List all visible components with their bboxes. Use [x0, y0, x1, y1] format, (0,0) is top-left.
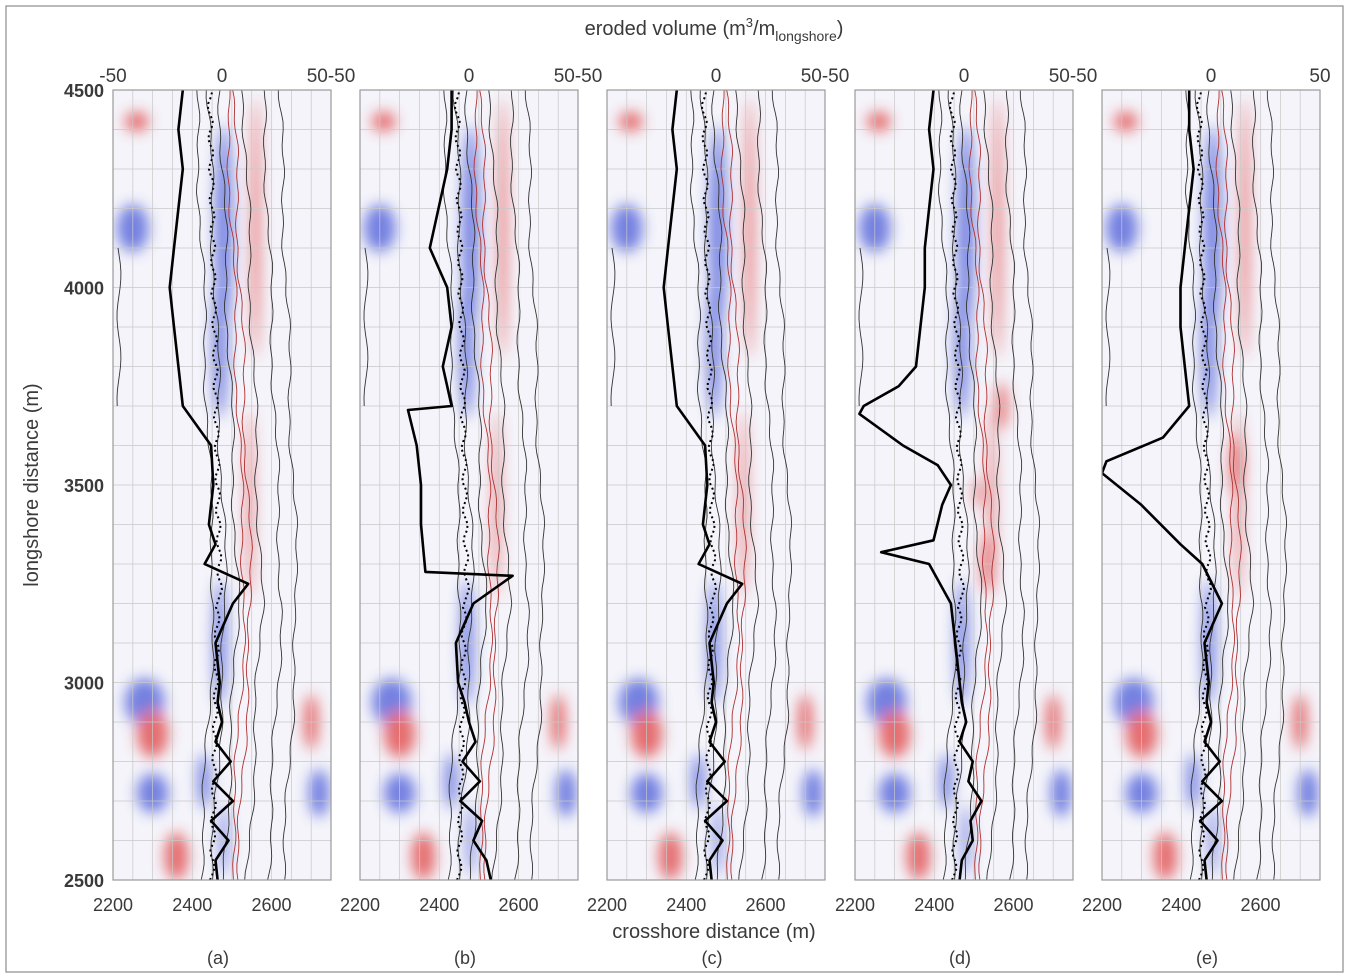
eroded-volume-profile [1102, 90, 1224, 880]
top-tick-label: 0 [711, 66, 722, 87]
eroded-volume-profile [406, 90, 514, 880]
top-axis-label: eroded volume (m3/mlongshore) [585, 15, 844, 44]
top-tick-label: 0 [464, 66, 475, 87]
grid [113, 90, 331, 880]
x-tick-label: 2600 [746, 895, 786, 915]
y-tick-label: 4500 [64, 81, 104, 101]
x-tick-label: 2400 [419, 895, 459, 915]
top-tick-label: 50-50 [307, 66, 356, 87]
top-tick-label: 0 [959, 66, 970, 87]
panel-frame [1101, 89, 1321, 881]
panel-e: 2200 2400 2600 (e) [1082, 89, 1321, 968]
panel-label: (c) [702, 948, 723, 968]
x-tick-label: 2400 [914, 895, 954, 915]
panel-label: (e) [1196, 948, 1218, 968]
grid [855, 90, 1073, 880]
x-tick-label: 2200 [93, 895, 133, 915]
x-tick-label: 2400 [1161, 895, 1201, 915]
eroded-volume-profile [662, 90, 744, 880]
top-tick-label: -50 [99, 66, 126, 87]
top-tick-label: 50 [1309, 66, 1330, 87]
x-tick-label: 2400 [172, 895, 212, 915]
panel-label: (a) [207, 948, 229, 968]
contours [610, 90, 793, 880]
x-tick-label: 2400 [666, 895, 706, 915]
y-tick-label: 2500 [64, 871, 104, 891]
x-tick-label: 2600 [994, 895, 1034, 915]
panel-label: (d) [949, 948, 971, 968]
top-tick-label: 50-50 [801, 66, 850, 87]
panel-frame [359, 89, 579, 881]
top-tick-label: 0 [217, 66, 228, 87]
grid [607, 90, 825, 880]
x-tick-label: 2200 [835, 895, 875, 915]
y-tick-label: 3500 [64, 476, 104, 496]
y-axis-label: longshore distance (m) [21, 383, 43, 586]
panel-a: 2200 2400 2600 (a) [93, 89, 332, 968]
x-tick-label: 2200 [1082, 895, 1122, 915]
panel-frame [112, 89, 332, 881]
top-tick-label: 50-50 [1049, 66, 1098, 87]
panel-frame [854, 89, 1074, 881]
panel-frame [606, 89, 826, 881]
x-tick-label: 2200 [587, 895, 627, 915]
grid [360, 90, 578, 880]
panel-b: 2200 2400 2600 (b) [340, 89, 579, 968]
top-tick-label: 50-50 [554, 66, 603, 87]
x-tick-label: 2600 [252, 895, 292, 915]
x-tick-label: 2600 [1241, 895, 1281, 915]
heatmap-field [1105, 97, 1319, 880]
top-tick-label: 0 [1206, 66, 1217, 87]
grid [1102, 90, 1320, 880]
panel-c: 2200 2400 2600 (c) [587, 89, 826, 968]
y-tick-label: 3000 [64, 674, 104, 694]
x-axis-label: crosshore distance (m) [612, 921, 815, 943]
eroded-volume-profile [858, 90, 983, 880]
panel-label: (b) [454, 948, 476, 968]
panel-d: 2200 2400 2600 (d) [835, 89, 1074, 968]
y-tick-label: 4000 [64, 279, 104, 299]
eroded-volume-profile [168, 90, 250, 880]
x-tick-label: 2600 [499, 895, 539, 915]
x-tick-label: 2200 [340, 895, 380, 915]
